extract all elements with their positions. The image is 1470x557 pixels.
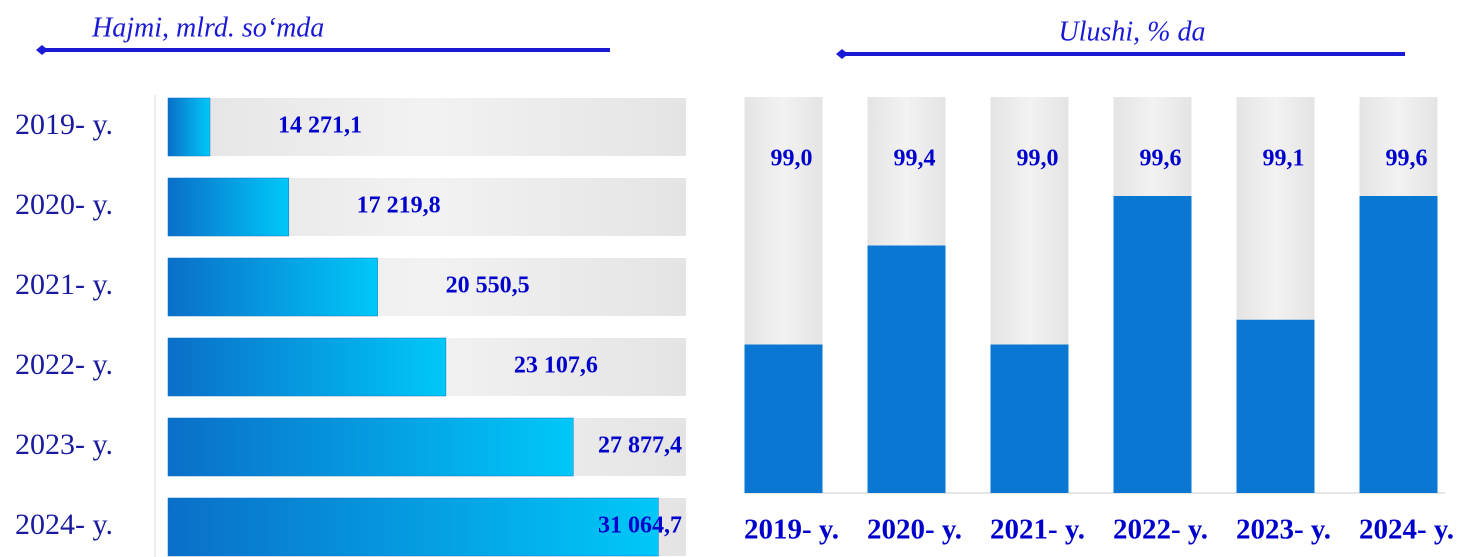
value-label: 31 064,7 (598, 513, 682, 539)
x-tick-label: 2023- y. (1236, 514, 1331, 546)
x-tick-label: 2022- y. (1113, 514, 1208, 546)
rule-diamond (836, 49, 848, 59)
subtitle: Hajmi, mlrd. so‘mda (91, 12, 324, 43)
value-label: 23 107,6 (514, 353, 598, 379)
bar (990, 344, 1069, 493)
value-label: 99,4 (894, 146, 936, 172)
value-label: 99,6 (1140, 146, 1182, 172)
bar (1236, 319, 1315, 493)
bar (167, 97, 211, 157)
bar (167, 257, 378, 317)
x-tick-label: 2021- y. (990, 514, 1085, 546)
y-tick-label: 2022- y. (15, 348, 113, 381)
bar (167, 417, 574, 477)
bar (744, 344, 823, 493)
y-tick-label: 2020- y. (15, 188, 113, 221)
value-label: 99,6 (1386, 146, 1428, 172)
y-tick-label: 2021- y. (15, 268, 113, 301)
value-label: 99,0 (771, 146, 813, 172)
y-tick-label: 2019- y. (15, 108, 113, 141)
bar-track (168, 98, 686, 156)
value-label: 17 219,8 (357, 193, 441, 219)
x-tick-label: 2019- y. (744, 514, 839, 546)
value-label: 27 877,4 (598, 433, 682, 459)
bar (167, 177, 289, 237)
rule-diamond (36, 45, 48, 55)
value-label: 14 271,1 (278, 113, 362, 139)
y-tick-label: 2024- y. (15, 508, 113, 541)
bar (1359, 196, 1438, 493)
value-label: 99,0 (1017, 146, 1059, 172)
value-label: 99,1 (1263, 146, 1305, 172)
x-tick-label: 2020- y. (867, 514, 962, 546)
y-tick-label: 2023- y. (15, 428, 113, 461)
subtitle: Ulushi, % da (1059, 16, 1206, 47)
x-tick-label: 2024- y. (1359, 514, 1454, 546)
bar (1113, 196, 1192, 493)
value-label: 20 550,5 (446, 273, 530, 299)
bar (167, 497, 659, 557)
bar (867, 245, 946, 493)
bar (167, 337, 447, 397)
